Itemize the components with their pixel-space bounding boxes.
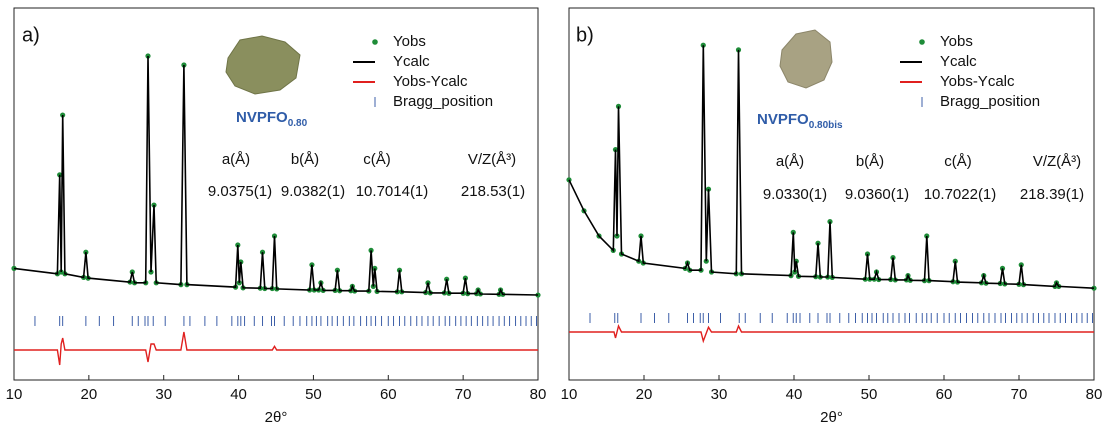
yobs-point — [735, 47, 742, 53]
plot-frame — [13, 7, 539, 381]
plot-frame — [568, 7, 1095, 381]
x-tick-label: 30 — [155, 386, 172, 403]
legend-marker — [372, 39, 378, 45]
legend-label: Ycalc — [393, 53, 430, 70]
ycalc-line — [13, 55, 539, 296]
x-axis-label: 2θ° — [820, 409, 843, 426]
lattice-value: 9.0330(1) — [763, 186, 827, 203]
lattice-header: b(Å) — [291, 151, 319, 168]
sample-subscript: 0.80bis — [809, 120, 843, 131]
x-tick-label: 30 — [711, 386, 728, 403]
lattice-header: a(Å) — [776, 153, 804, 170]
x-tick-label: 40 — [230, 386, 247, 403]
yobs-point — [535, 292, 541, 298]
lattice-value: 218.39(1) — [1020, 186, 1084, 203]
legend-label: Yobs-Ycalc — [393, 73, 468, 90]
x-tick-label: 60 — [936, 386, 953, 403]
x-tick-label: 60 — [380, 386, 397, 403]
sample-subscript: 0.80 — [288, 118, 308, 129]
lattice-value: 9.0382(1) — [281, 183, 345, 200]
lattice-value: 218.53(1) — [461, 183, 525, 200]
legend-label: Bragg_position — [940, 93, 1040, 110]
x-tick-label: 20 — [636, 386, 653, 403]
x-tick-label: 50 — [305, 386, 322, 403]
lattice-value: 9.0375(1) — [208, 183, 272, 200]
ycalc-line — [568, 45, 1095, 289]
difference-line — [14, 331, 538, 366]
x-tick-label: 10 — [6, 386, 23, 403]
legend-marker — [919, 39, 925, 45]
x-tick-label: 50 — [861, 386, 878, 403]
legend-label: Yobs — [393, 33, 426, 50]
x-tick-label: 70 — [1011, 386, 1028, 403]
lattice-header: c(Å) — [363, 151, 391, 168]
sample-name: NVPFO — [757, 111, 809, 128]
sample-label: NVPFO0.80bis — [757, 111, 843, 131]
lattice-header: a(Å) — [222, 151, 250, 168]
sample-photo — [225, 35, 301, 95]
lattice-value: 9.0360(1) — [845, 186, 909, 203]
x-tick-label: 80 — [530, 386, 547, 403]
x-tick-label: 20 — [81, 386, 98, 403]
lattice-header: c(Å) — [944, 153, 972, 170]
lattice-header: V/Z(Å³) — [1033, 153, 1081, 170]
panel-label: a) — [22, 24, 40, 46]
lattice-header: b(Å) — [856, 153, 884, 170]
x-tick-label: 40 — [786, 386, 803, 403]
x-tick-label: 70 — [455, 386, 472, 403]
legend-label: Yobs-Ycalc — [940, 73, 1015, 90]
sample-label: NVPFO0.80 — [236, 109, 308, 129]
lattice-value: 10.7014(1) — [356, 183, 429, 200]
x-axis-label: 2θ° — [265, 409, 288, 426]
panel-label: b) — [576, 24, 594, 46]
yobs-point — [11, 265, 17, 271]
sample-photo — [779, 29, 833, 89]
lattice-value: 10.7022(1) — [924, 186, 997, 203]
legend-label: Yobs — [940, 33, 973, 50]
x-tick-label: 10 — [561, 386, 578, 403]
lattice-header: V/Z(Å³) — [468, 151, 516, 168]
legend-label: Ycalc — [940, 53, 977, 70]
difference-line — [569, 323, 1094, 344]
legend-label: Bragg_position — [393, 93, 493, 110]
sample-name: NVPFO — [236, 109, 288, 126]
x-tick-label: 80 — [1086, 386, 1103, 403]
